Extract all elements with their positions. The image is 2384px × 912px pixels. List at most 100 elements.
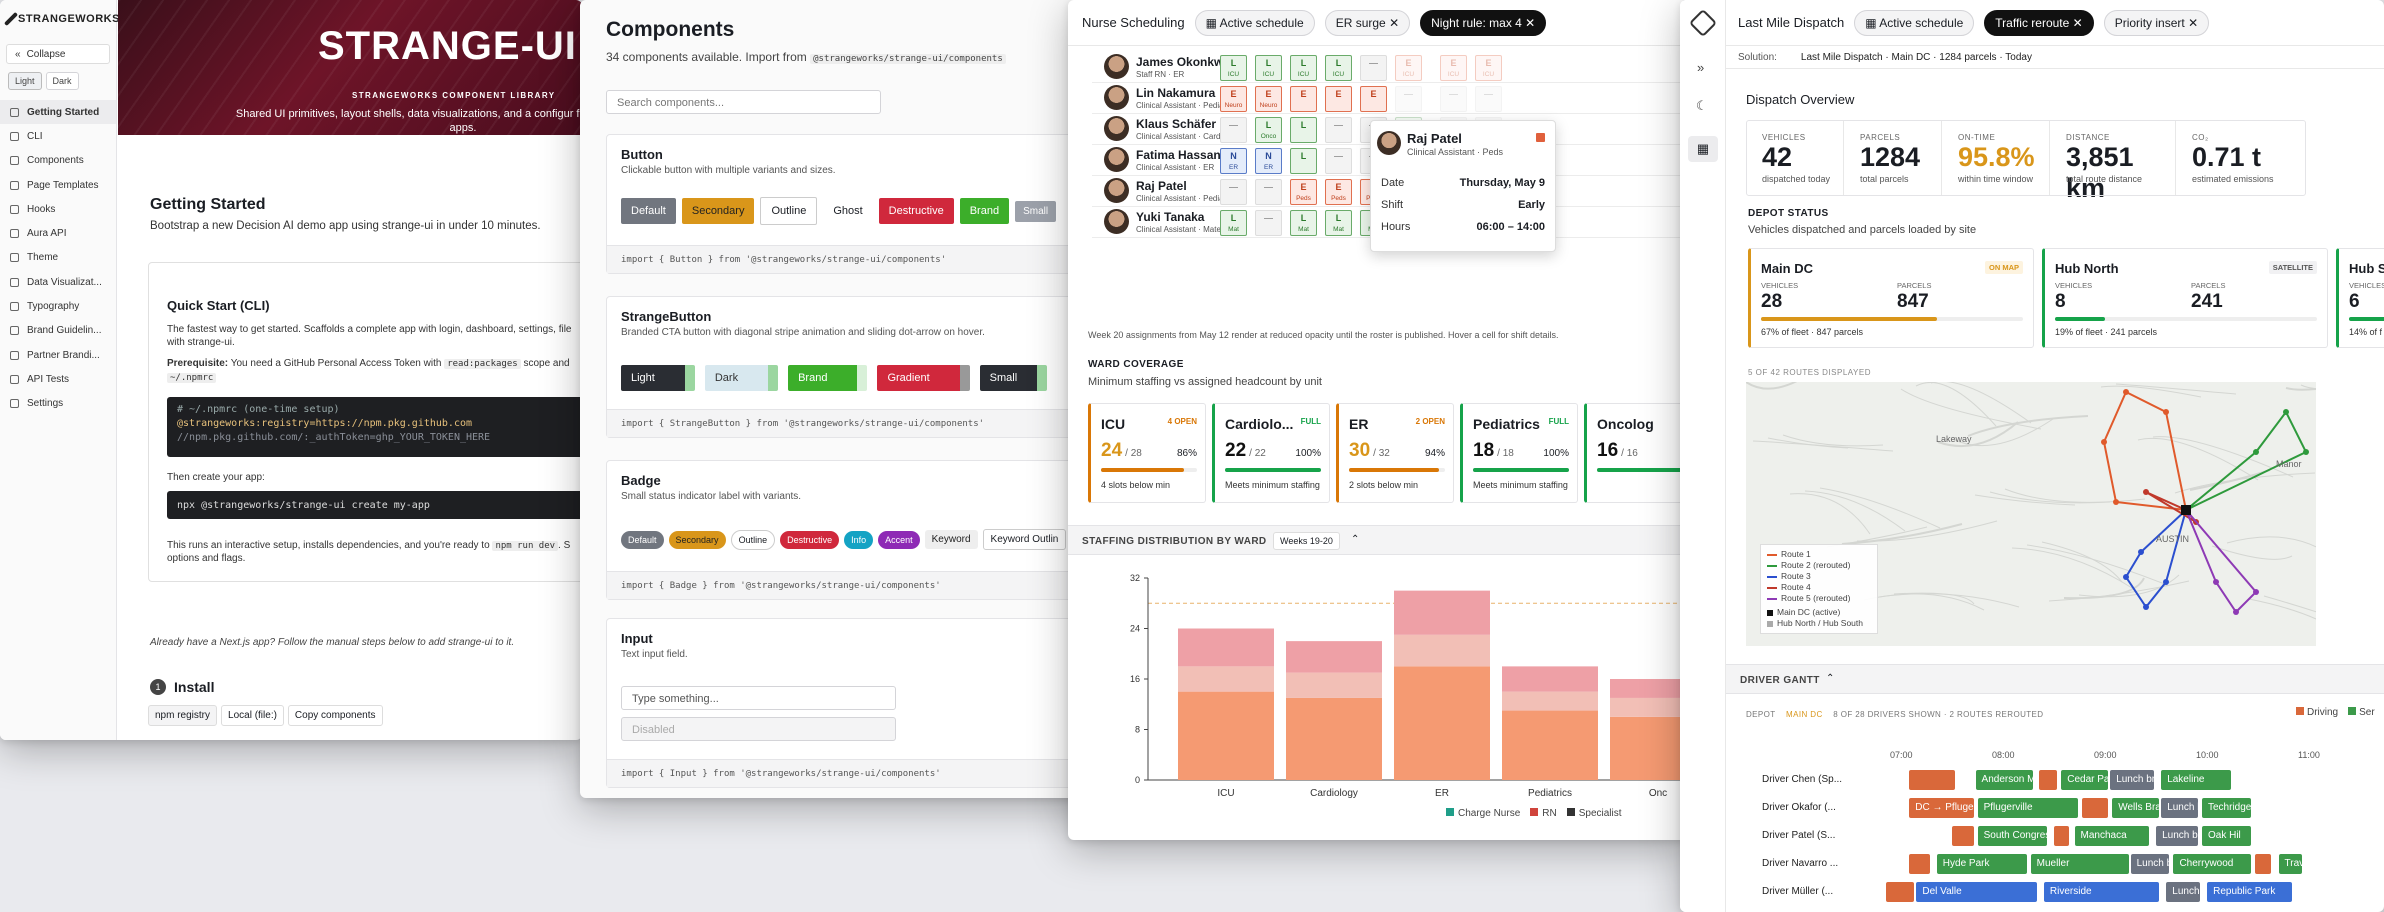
priority-insert-chip[interactable]: Priority insert ✕ [2103, 9, 2210, 36]
gantt-bar[interactable]: Techridge [2202, 798, 2251, 818]
shift-cell[interactable]: L ICU [1290, 55, 1317, 81]
sidebar-item[interactable]: Typography [0, 294, 116, 318]
bar-rn[interactable] [1286, 672, 1382, 698]
active-schedule-chip[interactable]: ▦ Active schedule [1194, 9, 1315, 36]
bar-specialist[interactable] [1610, 679, 1688, 698]
gantt-bar[interactable]: Oak Hil [2202, 826, 2251, 846]
weeks-select[interactable]: Weeks 19-20 [1273, 532, 1340, 550]
gantt-bar[interactable]: Lunch brea [2166, 882, 2200, 902]
ward-card[interactable]: Pediatrics FULL 18/ 18 100% Meets minimum st… [1460, 403, 1578, 503]
badge-import[interactable]: import { Badge } from '@strangeworks/str… [607, 571, 1100, 599]
gantt-bar[interactable]: Manchaca [2074, 826, 2149, 846]
route-map[interactable]: Lakeway Manor AUSTIN [1746, 382, 2316, 646]
small-button[interactable]: Small [1015, 200, 1057, 222]
sidebar-item[interactable]: Settings [0, 392, 116, 416]
tab-copy-components[interactable]: Copy components [287, 705, 383, 726]
tab-local-file[interactable]: Local (file:) [221, 705, 284, 726]
tab-npm-registry[interactable]: npm registry [148, 705, 218, 726]
stop-marker[interactable] [2123, 574, 2129, 580]
shift-cell[interactable]: L Onco [1255, 117, 1282, 143]
default-button[interactable]: Default [621, 198, 676, 224]
er-surge-chip[interactable]: ER surge ✕ [1324, 9, 1411, 36]
stop-marker[interactable] [2283, 409, 2289, 415]
stop-marker[interactable] [2253, 589, 2259, 595]
route-line[interactable] [2185, 509, 2258, 614]
demo-text-input[interactable]: Type something... [621, 686, 896, 710]
shift-cell[interactable]: — [1325, 148, 1352, 174]
gantt-bar[interactable] [1885, 882, 1915, 902]
gantt-bar[interactable]: DC → Pflugerv [1909, 798, 1974, 818]
shift-cell[interactable]: — [1220, 179, 1247, 205]
shift-cell[interactable]: L ICU [1255, 55, 1282, 81]
stop-marker[interactable] [2123, 389, 2129, 395]
button-import[interactable]: import { Button } from '@strangeworks/st… [607, 245, 1100, 273]
gantt-bar[interactable] [1909, 854, 1930, 874]
gantt-bar[interactable]: Anderson Mill [1975, 770, 2033, 790]
bar-rn[interactable] [1502, 691, 1598, 711]
active-schedule-chip[interactable]: ▦ Active schedule [1854, 9, 1975, 36]
expand-icon[interactable]: » [1697, 60, 1705, 75]
bar-specialist[interactable] [1502, 666, 1598, 692]
stop-marker[interactable] [2163, 579, 2169, 585]
close-icon[interactable]: ✕ [2072, 15, 2083, 30]
stop-marker[interactable] [2113, 499, 2119, 505]
sidebar-item[interactable]: Data Visualizat... [0, 270, 116, 294]
gantt-bar[interactable] [2081, 798, 2109, 818]
gantt-bar[interactable]: Republic Park [2207, 882, 2292, 902]
ward-card[interactable]: Oncolog 16/ 16 [1584, 403, 1688, 503]
bar-charge-nurse[interactable] [1394, 666, 1490, 780]
secondary-button[interactable]: Secondary [681, 198, 755, 224]
shift-cell[interactable]: L Mat [1290, 210, 1317, 236]
ghost-button[interactable]: Ghost [833, 205, 863, 217]
shift-cell[interactable]: N ER [1255, 148, 1282, 174]
route-line[interactable] [2124, 509, 2187, 609]
gantt-bar[interactable]: Pflugerville [1977, 798, 2078, 818]
route-line[interactable] [2102, 390, 2187, 511]
shift-cell[interactable]: — [1255, 179, 1282, 205]
gantt-bar[interactable]: Lakeline [2161, 770, 2231, 790]
moon-icon[interactable]: ☾ [1696, 98, 1708, 113]
bar-rn[interactable] [1610, 697, 1688, 717]
stop-marker[interactable] [2163, 409, 2169, 415]
shift-cell[interactable]: — [1325, 117, 1352, 143]
gantt-bar[interactable]: Hyde Park [1936, 854, 2027, 874]
strange-brand-button[interactable]: Brand [788, 365, 868, 391]
sidebar-item[interactable]: Aura API [0, 221, 116, 245]
sidebar-item[interactable]: Theme [0, 246, 116, 270]
stop-marker[interactable] [2143, 604, 2149, 610]
chevron-up-icon[interactable]: ⌃ [1351, 534, 1360, 545]
bar-charge-nurse[interactable] [1610, 716, 1688, 780]
stop-marker[interactable] [2253, 449, 2259, 455]
shift-cell[interactable]: — [1440, 86, 1467, 112]
sidebar-item[interactable]: Page Templates [0, 173, 116, 197]
bar-charge-nurse[interactable] [1502, 710, 1598, 780]
depot-value[interactable]: MAIN DC [1786, 710, 1823, 719]
gantt-bar[interactable] [2255, 854, 2272, 874]
gantt-bar[interactable]: Lunch brea [2156, 826, 2198, 846]
strange-gradient-button[interactable]: Gradient [877, 365, 970, 391]
strange-small-button[interactable]: Small [979, 365, 1048, 391]
ward-card[interactable]: ICU 4 OPEN 24/ 28 86% 4 slots below min [1088, 403, 1206, 503]
bar-specialist[interactable] [1394, 590, 1490, 635]
bar-rn[interactable] [1394, 634, 1490, 667]
sidebar-item[interactable]: Brand Guidelin... [0, 319, 116, 343]
gantt-bar[interactable]: Lunch brea [2130, 854, 2170, 874]
brand-button[interactable]: Brand [959, 198, 1010, 224]
shift-cell[interactable]: E ICU [1475, 55, 1502, 81]
bar-charge-nurse[interactable] [1178, 691, 1274, 780]
create-app-code-block[interactable]: npx @strangeworks/strange-ui create my-a… [167, 491, 582, 519]
gantt-bar[interactable] [1909, 770, 1956, 790]
stop-marker[interactable] [2143, 489, 2149, 495]
depot-card[interactable]: Hub North SATELLITE VEHICLES 8 PARCELS 241 19%… [2042, 248, 2328, 348]
sidebar-item[interactable]: API Tests [0, 367, 116, 391]
gantt-bar[interactable] [1952, 826, 1974, 846]
shift-cell[interactable]: E [1325, 86, 1352, 112]
chevron-up-icon[interactable]: ⌃ [1826, 673, 1835, 684]
sidebar-item[interactable]: Components [0, 149, 116, 173]
gantt-bar[interactable]: Trav [2278, 854, 2302, 874]
gantt-bar[interactable] [2038, 770, 2058, 790]
shift-cell[interactable]: E [1290, 86, 1317, 112]
gantt-bar[interactable]: Wells Branch [2112, 798, 2160, 818]
shift-cell[interactable]: E Peds [1325, 179, 1352, 205]
bar-charge-nurse[interactable] [1286, 697, 1382, 780]
